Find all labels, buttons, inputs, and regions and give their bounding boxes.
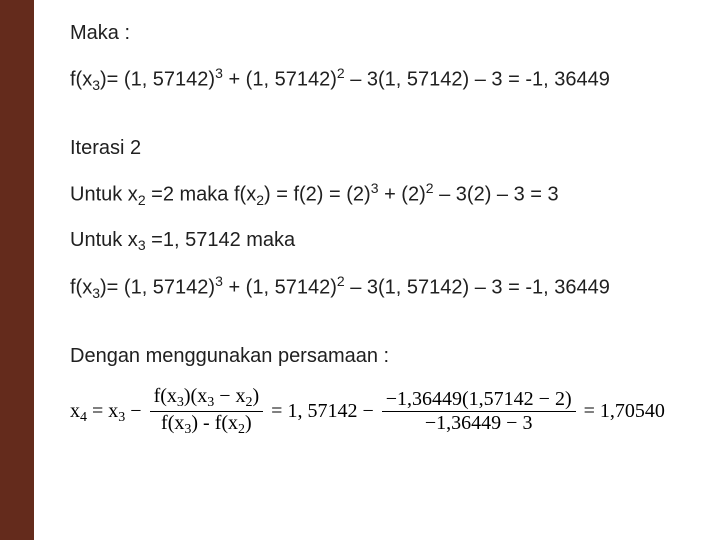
text: + (1, 57142) xyxy=(223,277,337,299)
text: ) = f(2) = (2) xyxy=(264,183,371,205)
subscript: 2 xyxy=(238,423,245,438)
line-dengan: Dengan menggunakan persamaan : xyxy=(70,341,700,372)
text: f(x xyxy=(70,277,92,299)
fraction-numeric: −1,36449(1,57142 − 2) −1,36449 − 3 xyxy=(382,389,576,434)
superscript: 2 xyxy=(337,273,345,289)
superscript: 3 xyxy=(371,180,379,196)
fraction-denominator: f(x3) - f(x2) xyxy=(157,412,256,438)
slide-content: Maka : f(x3)= (1, 57142)3 + (1, 57142)2 … xyxy=(70,18,700,438)
line-untuk-x3: Untuk x3 =1, 57142 maka xyxy=(70,225,700,257)
subscript: 3 xyxy=(92,285,100,301)
text: Dengan menggunakan persamaan : xyxy=(70,345,389,367)
line-fx3-second: f(x3)= (1, 57142)3 + (1, 57142)2 – 3(1, … xyxy=(70,271,700,305)
text: )= (1, 57142) xyxy=(100,69,215,91)
text: =1, 57142 maka xyxy=(146,229,296,251)
text: − xyxy=(125,400,141,422)
subscript: 2 xyxy=(246,395,253,410)
text: Iterasi 2 xyxy=(70,137,141,159)
spacer xyxy=(70,111,700,133)
line-untuk-x2: Untuk x2 =2 maka f(x2) = f(2) = (2)3 + (… xyxy=(70,178,700,212)
text: x xyxy=(70,400,80,422)
text: Untuk x xyxy=(70,229,138,251)
superscript: 3 xyxy=(215,65,223,81)
equation-rhs: = 1,70540 xyxy=(584,396,665,427)
text: )= (1, 57142) xyxy=(100,277,215,299)
line-fx3-first: f(x3)= (1, 57142)3 + (1, 57142)2 – 3(1, … xyxy=(70,63,700,97)
text: ) xyxy=(245,412,252,434)
text: – 3(1, 57142) – 3 = -1, 36449 xyxy=(345,277,610,299)
superscript: 2 xyxy=(426,180,434,196)
text: + (1, 57142) xyxy=(223,69,337,91)
text: f(x xyxy=(154,385,177,407)
text: – 3(2) – 3 = 3 xyxy=(434,183,559,205)
subscript: 2 xyxy=(256,191,264,207)
text: f(x xyxy=(161,412,184,434)
subscript: 4 xyxy=(80,410,87,425)
superscript: 3 xyxy=(215,273,223,289)
text: Untuk x xyxy=(70,183,138,205)
equation-lhs: x4 = x3 − xyxy=(70,396,142,429)
text: )(x xyxy=(184,385,207,407)
text: = x xyxy=(87,400,118,422)
sidebar-accent xyxy=(0,0,34,540)
fraction-numerator: f(x3)(x3 − x2) xyxy=(150,386,264,413)
text: Maka : xyxy=(70,22,130,44)
text: ) xyxy=(253,385,260,407)
subscript: 2 xyxy=(138,191,146,207)
line-iterasi2: Iterasi 2 xyxy=(70,133,700,164)
subscript: 3 xyxy=(92,77,100,93)
fraction-numerator: −1,36449(1,57142 − 2) xyxy=(382,389,576,412)
fraction-denominator: −1,36449 − 3 xyxy=(421,412,537,434)
text: + (2) xyxy=(379,183,426,205)
spacer xyxy=(70,319,700,341)
superscript: 2 xyxy=(337,65,345,81)
line-maka: Maka : xyxy=(70,18,700,49)
text: =2 maka f(x xyxy=(146,183,257,205)
equation-secant: x4 = x3 − f(x3)(x3 − x2) f(x3) - f(x2) =… xyxy=(70,386,700,439)
text: ) - f(x xyxy=(191,412,238,434)
text: − x xyxy=(214,385,245,407)
subscript: 3 xyxy=(138,237,146,253)
fraction-symbolic: f(x3)(x3 − x2) f(x3) - f(x2) xyxy=(150,386,264,439)
subscript: 3 xyxy=(177,395,184,410)
text: – 3(1, 57142) – 3 = -1, 36449 xyxy=(345,69,610,91)
text: f(x xyxy=(70,69,92,91)
equation-mid: = 1, 57142 − xyxy=(271,396,374,427)
